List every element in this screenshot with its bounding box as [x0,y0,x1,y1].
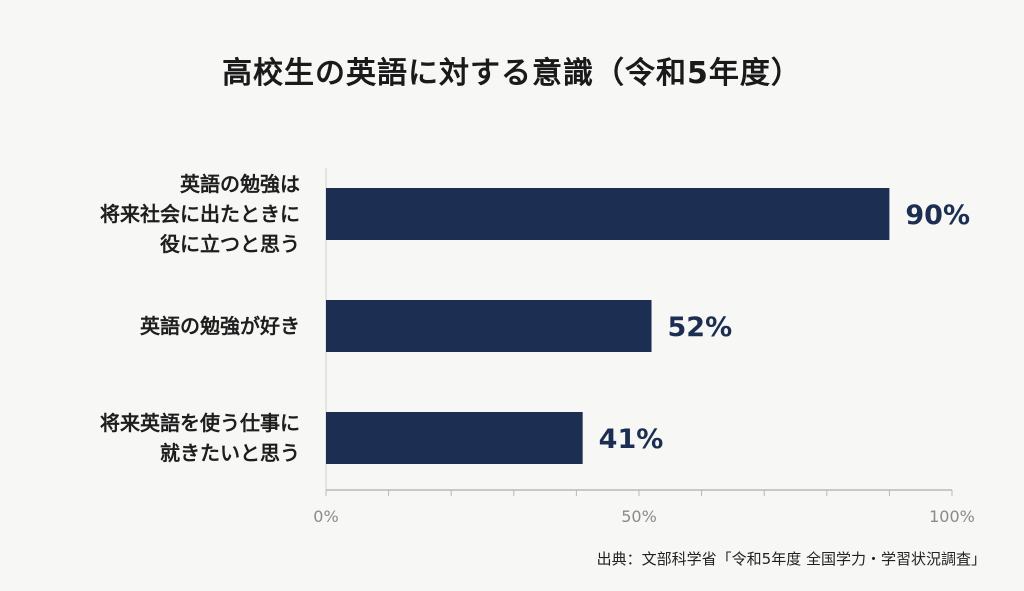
chart-title: 高校生の英語に対する意識（令和5年度） [222,56,802,91]
bar [326,188,890,240]
bar-value-label: 90% [905,200,970,231]
bar-value-label: 41% [599,424,664,455]
source-note: 出典：文部科学省「令和5年度 全国学力・学習状況調査」 [596,550,986,568]
bar-value-label: 52% [668,312,733,343]
x-tick-label: 0% [313,507,338,526]
category-label: 将来英語を使う仕事に 就きたいと思う [100,411,300,465]
category-label: 英語の勉強は 将来社会に出たときに 役に立つと思う [100,172,300,256]
x-tick-label: 100% [929,507,975,526]
bar [326,300,652,352]
bar [326,412,583,464]
x-tick-label: 50% [621,507,657,526]
category-label: 英語の勉強が好き [140,314,300,338]
